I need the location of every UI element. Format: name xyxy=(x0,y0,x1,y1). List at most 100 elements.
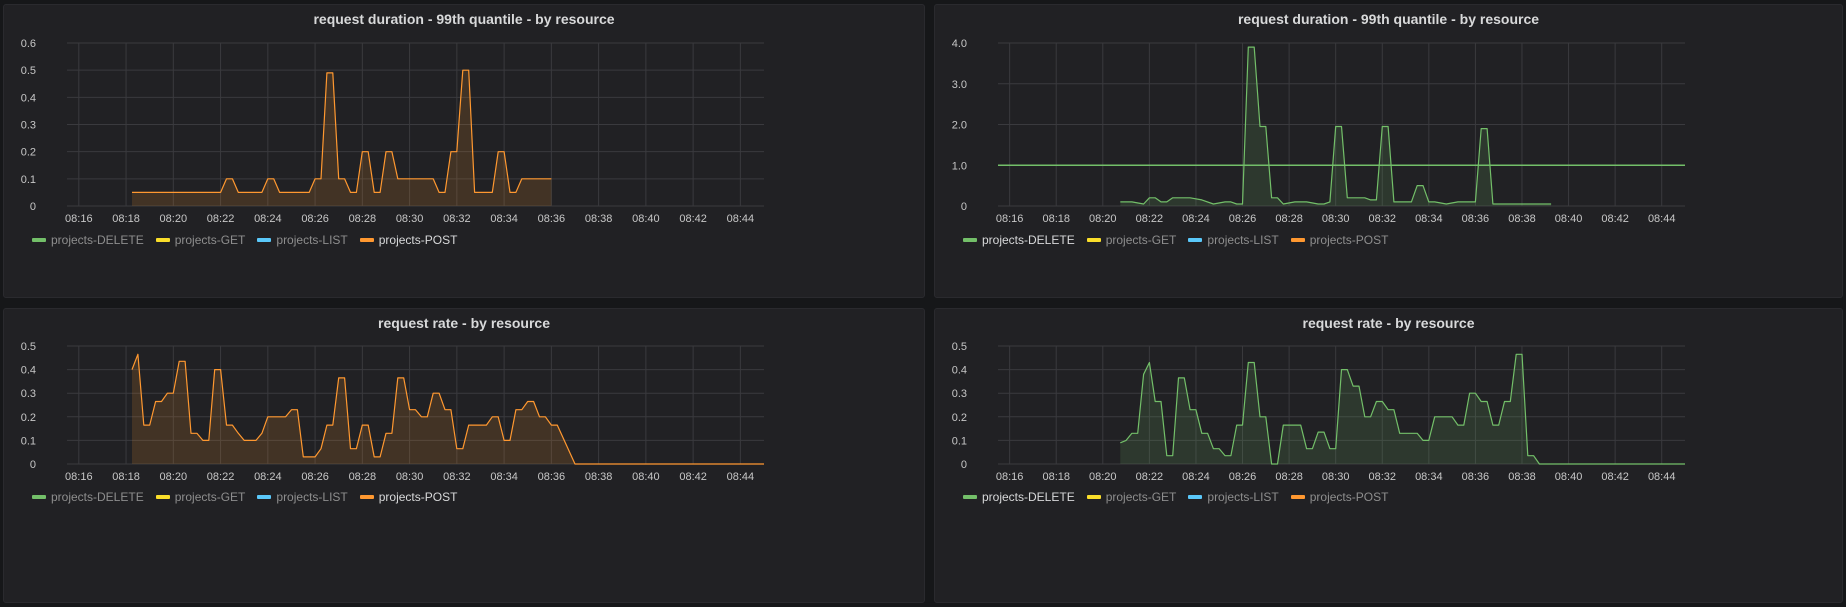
legend-item-projects-GET[interactable]: projects-GET xyxy=(1086,233,1176,247)
y-tick-label: 0 xyxy=(30,201,36,213)
x-tick-label: 08:44 xyxy=(1648,213,1676,225)
legend-label: projects-LIST xyxy=(1207,490,1279,504)
x-tick-label: 08:44 xyxy=(727,471,755,483)
panel-duration-delete: request duration - 99th quantile - by re… xyxy=(934,4,1843,298)
panel-title[interactable]: request rate - by resource xyxy=(1302,315,1475,331)
y-tick-label: 0.2 xyxy=(952,412,967,424)
legend-item-projects-DELETE[interactable]: projects-DELETE xyxy=(963,233,1075,247)
x-tick-label: 08:24 xyxy=(254,213,282,225)
legend-swatch xyxy=(963,495,977,499)
x-tick-label: 08:34 xyxy=(490,213,518,225)
y-tick-label: 0.4 xyxy=(952,365,967,377)
legend-label: projects-POST xyxy=(378,490,458,504)
x-tick-label: 08:44 xyxy=(1648,471,1676,483)
y-tick-label: 3.0 xyxy=(952,79,967,91)
panel-rate-post: request rate - by resource 0 0.1 0.2 0.3 0.4… xyxy=(3,308,925,603)
x-tick-label: 08:30 xyxy=(396,471,424,483)
legend-item-projects-DELETE[interactable]: projects-DELETE xyxy=(963,490,1075,504)
series-line-projects-POST xyxy=(131,353,764,465)
legend-item-projects-POST[interactable]: projects-POST xyxy=(1290,490,1388,504)
y-tick-label: 0.5 xyxy=(952,341,967,353)
legend-item-projects-GET[interactable]: projects-GET xyxy=(155,233,246,247)
x-tick-label: 08:36 xyxy=(538,213,566,225)
x-tick-label: 08:22 xyxy=(207,213,235,225)
legend-swatch xyxy=(1086,495,1101,499)
chart-plot[interactable]: 0 0.1 0.2 0.3 0.4 0.5 08:16 08:18 08:20 08:22 08:2… xyxy=(4,309,924,602)
x-tick-label: 08:34 xyxy=(490,471,518,483)
panel-title[interactable]: request duration - 99th quantile - by re… xyxy=(313,11,615,27)
y-tick-label: 0.5 xyxy=(21,341,36,353)
x-tick-label: 08:36 xyxy=(1462,213,1490,225)
x-tick-label: 08:28 xyxy=(349,213,377,225)
x-tick-label: 08:26 xyxy=(301,471,329,483)
x-tick-label: 08:20 xyxy=(1089,471,1117,483)
y-tick-label: 0.4 xyxy=(21,92,36,104)
x-tick-label: 08:22 xyxy=(1136,213,1164,225)
x-tick-label: 08:20 xyxy=(1089,213,1117,225)
series-line-projects-DELETE xyxy=(1120,46,1552,205)
x-tick-label: 08:26 xyxy=(1229,213,1257,225)
x-tick-label: 08:38 xyxy=(1508,213,1536,225)
x-tick-label: 08:18 xyxy=(112,213,140,225)
x-tick-label: 08:44 xyxy=(727,213,755,225)
x-tick-label: 08:40 xyxy=(632,213,660,225)
y-tick-label: 4.0 xyxy=(952,38,967,50)
x-tick-label: 08:16 xyxy=(996,471,1024,483)
y-tick-label: 1.0 xyxy=(952,160,967,172)
legend-item-projects-GET[interactable]: projects-GET xyxy=(1086,490,1176,504)
x-tick-label: 08:28 xyxy=(1275,471,1303,483)
chart-plot[interactable]: 0 0.1 0.2 0.3 0.4 0.5 0.6 08:16 08:18 08:20 08:22 0… xyxy=(4,5,924,297)
legend-label: projects-GET xyxy=(174,233,246,247)
x-tick-label: 08:42 xyxy=(1601,213,1629,225)
x-tick-label: 08:34 xyxy=(1415,213,1443,225)
legend-item-projects-POST[interactable]: projects-POST xyxy=(359,233,458,247)
legend-item-projects-POST[interactable]: projects-POST xyxy=(1290,233,1388,247)
legend-label: projects-LIST xyxy=(276,490,348,504)
x-tick-label: 08:28 xyxy=(1275,213,1303,225)
legend-label: projects-POST xyxy=(378,233,458,247)
series-area-projects-DELETE xyxy=(1120,354,1685,464)
x-tick-label: 08:32 xyxy=(1368,471,1396,483)
x-tick-label: 08:22 xyxy=(207,471,235,483)
legend-swatch xyxy=(359,495,374,499)
legend-swatch xyxy=(155,238,170,242)
x-tick-label: 08:16 xyxy=(996,213,1024,225)
legend-swatch xyxy=(963,238,977,242)
legend-label: projects-DELETE xyxy=(51,233,144,247)
legend-item-projects-LIST[interactable]: projects-LIST xyxy=(1188,490,1279,504)
legend-item-projects-GET[interactable]: projects-GET xyxy=(155,490,245,504)
legend-label: projects-DELETE xyxy=(982,490,1075,504)
panel-title[interactable]: request duration - 99th quantile - by re… xyxy=(1237,11,1540,27)
chart-plot[interactable]: 0 1.0 2.0 3.0 4.0 08:16 08:18 08:20 08:22 08:24 08… xyxy=(935,5,1842,297)
x-tick-label: 08:30 xyxy=(1322,213,1350,225)
legend-item-projects-POST[interactable]: projects-POST xyxy=(359,490,458,504)
x-tick-label: 08:26 xyxy=(1229,471,1257,483)
legend: projects-DELETE projects-GET projects-LIST… xyxy=(32,490,457,504)
legend: projects-DELETE projects-GET projects-LIST… xyxy=(963,490,1388,504)
x-tick-label: 08:20 xyxy=(160,471,188,483)
panel-title[interactable]: request rate - by resource xyxy=(378,315,550,331)
y-tick-label: 0.4 xyxy=(21,365,36,377)
x-tick-label: 08:16 xyxy=(65,471,93,483)
legend-item-projects-LIST[interactable]: projects-LIST xyxy=(257,233,348,247)
legend-swatch xyxy=(32,495,46,499)
x-tick-label: 08:32 xyxy=(443,471,471,483)
legend-item-projects-LIST[interactable]: projects-LIST xyxy=(257,490,348,504)
y-tick-label: 0.2 xyxy=(21,147,36,159)
legend-label: projects-LIST xyxy=(276,233,348,247)
x-tick-label: 08:24 xyxy=(254,471,282,483)
y-tick-label: 0.1 xyxy=(21,174,36,186)
series-area-projects-POST xyxy=(132,70,552,206)
x-tick-label: 08:30 xyxy=(396,213,424,225)
series-line-projects-DELETE xyxy=(1120,353,1685,465)
x-tick-label: 08:20 xyxy=(160,213,188,225)
y-tick-label: 2.0 xyxy=(952,120,967,132)
legend-item-projects-DELETE[interactable]: projects-DELETE xyxy=(32,233,144,247)
legend-item-projects-DELETE[interactable]: projects-DELETE xyxy=(32,490,144,504)
legend-swatch xyxy=(1188,238,1203,242)
chart-plot[interactable]: 0 0.1 0.2 0.3 0.4 0.5 08:16 08:18 08:20 08:22 08:2… xyxy=(935,309,1842,602)
x-tick-label: 08:18 xyxy=(1042,213,1070,225)
y-tick-label: 0.6 xyxy=(21,38,36,50)
legend-item-projects-LIST[interactable]: projects-LIST xyxy=(1188,233,1279,247)
x-tick-label: 08:32 xyxy=(1368,213,1396,225)
